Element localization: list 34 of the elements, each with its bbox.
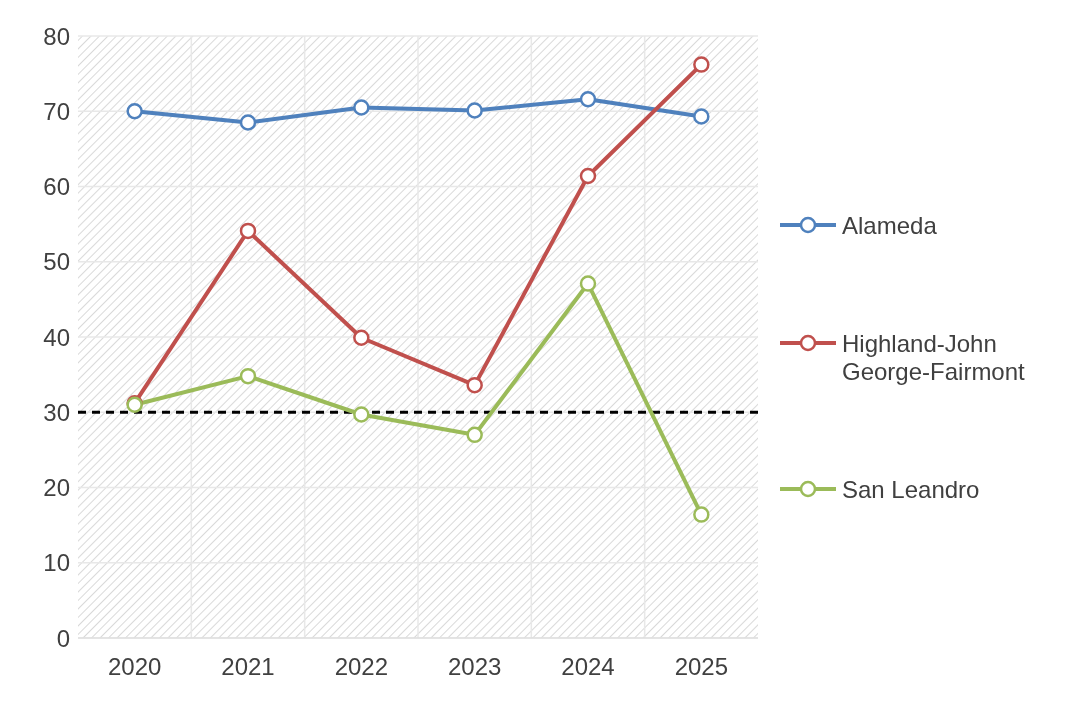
point <box>693 506 710 523</box>
point <box>579 275 597 292</box>
y-tick-label: 30 <box>43 398 70 426</box>
point <box>239 367 257 385</box>
x-tick-label: 2025 <box>674 653 729 681</box>
x-tick-label: 2024 <box>561 653 615 681</box>
x-tick-label: 2020 <box>107 653 162 681</box>
y-tick-label: 70 <box>43 97 70 125</box>
point <box>353 406 370 423</box>
point <box>466 376 483 394</box>
y-tick-label: 0 <box>56 624 70 652</box>
point <box>239 114 257 131</box>
y-tick-label: 40 <box>43 323 70 351</box>
y-tick-label: 80 <box>43 22 70 50</box>
legend-label: San Leandro <box>842 476 980 504</box>
x-tick-label: 2022 <box>334 653 389 681</box>
legend-label: Alameda <box>842 212 937 240</box>
point <box>693 56 710 73</box>
point <box>466 102 483 119</box>
point <box>579 90 597 108</box>
point <box>353 99 370 116</box>
point <box>353 329 370 346</box>
x-tick-label: 2021 <box>221 653 275 681</box>
point <box>126 103 143 120</box>
y-tick-label: 10 <box>43 549 70 577</box>
legend-label: Highland-John George-Fairmont <box>842 330 1026 386</box>
y-tick-label: 20 <box>43 474 70 502</box>
point <box>239 222 257 240</box>
point <box>693 108 710 125</box>
y-tick-label: 50 <box>43 248 70 276</box>
point <box>466 426 483 444</box>
point <box>579 167 597 185</box>
x-tick-label: 2023 <box>447 653 502 681</box>
y-tick-label: 60 <box>43 173 70 201</box>
